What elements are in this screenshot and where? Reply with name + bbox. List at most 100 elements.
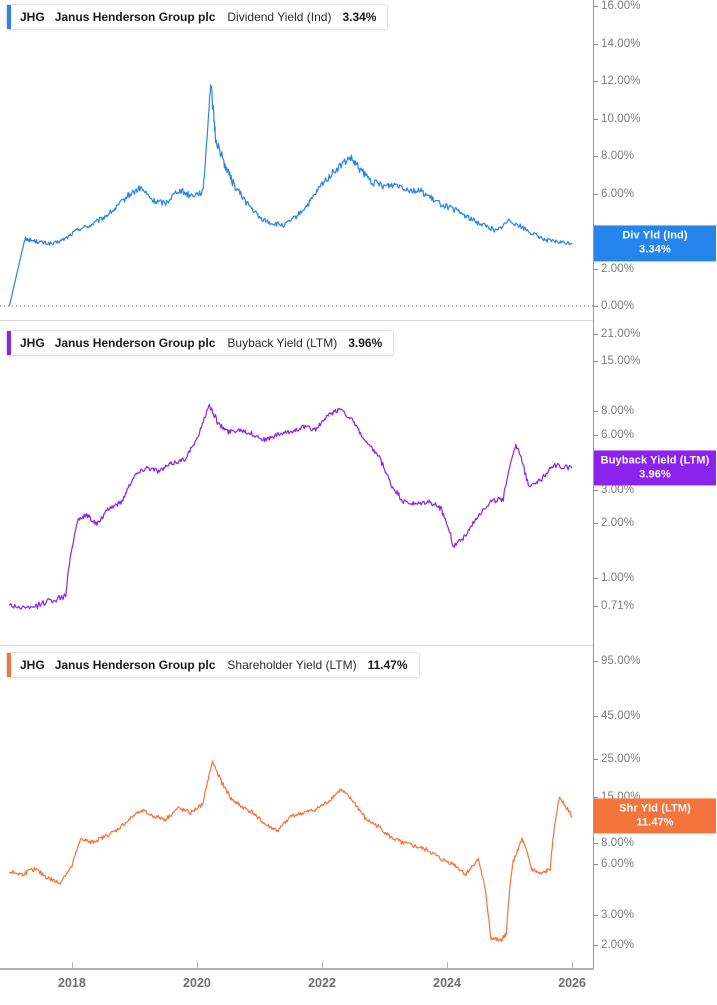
x-tick [572, 962, 574, 968]
y-tick [593, 944, 598, 946]
y-tick-label: 8.00% [601, 836, 635, 849]
x-axis: 2018 2020 2022 2024 2026 [0, 962, 594, 1005]
y-tick-label: 16.00% [601, 0, 641, 12]
y-tick [593, 268, 598, 270]
x-tick [322, 962, 323, 968]
x-tick-label: 2020 [183, 976, 211, 990]
metric-value: 11.47% [367, 658, 408, 672]
metric-value: 3.34% [342, 10, 377, 24]
current-value-badge-3[interactable]: Shr Yld (LTM) 11.47% [594, 798, 716, 834]
y-tick-label: 14.00% [601, 37, 641, 50]
y-tick-label: 2.00% [601, 262, 635, 275]
y-tick-label: 1.00% [601, 572, 635, 585]
y-axis-line [593, 320, 594, 645]
x-tick-label: 2026 [558, 976, 587, 990]
badge-label: Div Yld (Ind) [622, 229, 688, 242]
y-axis-line [593, 0, 594, 320]
y-tick-label: 8.00% [601, 150, 635, 162]
y-tick [593, 914, 598, 916]
y-tick [593, 796, 598, 798]
badge-label: Buyback Yield (LTM) [600, 454, 710, 467]
y-tick [593, 361, 598, 362]
y-axis-2: 0.71% 1.00% 2.00% 3.00% 6.00% 8.00% 15.00% 21.0… [593, 320, 717, 645]
current-value-badge-2[interactable]: Buyback Yield (LTM) 3.96% [594, 450, 716, 486]
panel-divider [0, 320, 594, 321]
y-tick [593, 863, 598, 865]
x-tick [196, 962, 198, 968]
y-tick [593, 578, 598, 580]
series-color-swatch [7, 331, 11, 355]
y-tick-label: 25.00% [601, 753, 641, 766]
y-tick-label: 45.00% [601, 709, 641, 722]
y-tick-label: 0.71% [601, 599, 635, 612]
y-tick [593, 759, 598, 761]
current-value-badge-1[interactable]: Div Yld (Ind) 3.34% [594, 225, 716, 261]
y-tick-label: 21.00% [601, 328, 641, 340]
series-line-3 [8, 760, 573, 942]
y-tick-label: 6.00% [601, 857, 635, 870]
y-tick [593, 306, 598, 307]
x-tick-label: 2022 [308, 976, 336, 990]
series-color-swatch [7, 5, 11, 29]
x-tick [447, 962, 449, 968]
series-line-2 [8, 403, 573, 610]
y-tick-label: 10.00% [601, 112, 641, 125]
y-tick [593, 661, 598, 662]
metric-name: Shareholder Yield (LTM) [227, 658, 357, 672]
y-tick-label: 2.00% [601, 516, 635, 529]
y-tick [593, 118, 598, 120]
x-tick [71, 962, 73, 968]
y-axis-1: 0.00%2.00%4.00%6.00%8.00%10.00%12.00%14.… [593, 0, 717, 320]
chart-panel-1: 0.00%2.00%4.00%6.00%8.00%10.00%12.00%14.… [0, 0, 717, 320]
y-tick-label: 12.00% [601, 75, 641, 87]
y-tick-label: 6.00% [601, 187, 635, 200]
y-tick [593, 842, 598, 844]
y-tick-label: 8.00% [601, 405, 635, 418]
series-header-2[interactable]: JHG Janus Henderson Group plc Buyback Yiel… [6, 330, 395, 356]
series-header-1[interactable]: JHG Janus Henderson Group plc Dividend Yie… [6, 4, 389, 30]
badge-value: 3.34% [639, 243, 671, 256]
company-name: Janus Henderson Group plc [54, 658, 216, 672]
x-tick-label: 2018 [57, 976, 86, 990]
y-tick [593, 43, 598, 45]
badge-label: Shr Yld (LTM) [619, 802, 691, 815]
y-tick-label: 2.00% [601, 938, 635, 951]
metric-name: Buyback Yield (LTM) [227, 336, 338, 350]
company-name: Janus Henderson Group plc [54, 336, 216, 350]
y-tick [593, 411, 598, 413]
ticker-symbol: JHG [20, 336, 45, 350]
y-tick [593, 522, 598, 524]
y-tick [593, 334, 598, 335]
y-tick [593, 605, 598, 607]
y-tick-label: 0.00% [601, 300, 635, 312]
metric-name: Dividend Yield (Ind) [227, 10, 332, 24]
chart-panel-3: 2.00% 3.00% 6.00% 8.00% 15.00% 25.00% 45.00% 95… [0, 645, 717, 968]
y-tick-label: 15.00% [601, 355, 641, 367]
panel-divider [0, 645, 594, 646]
plot-area-2 [0, 320, 594, 645]
series-color-swatch [7, 653, 11, 677]
series-line-1 [0, 84, 594, 307]
badge-value: 3.96% [639, 468, 671, 481]
y-tick [593, 81, 598, 82]
y-tick-label: 3.00% [601, 484, 635, 497]
y-tick [593, 156, 598, 157]
plot-area-1 [0, 0, 594, 320]
series-header-3[interactable]: JHG Janus Henderson Group plc Shareholder … [6, 652, 420, 678]
chart-panel-2: 0.71% 1.00% 2.00% 3.00% 6.00% 8.00% 15.00% 21.0… [0, 320, 717, 645]
x-axis-line [0, 968, 594, 970]
y-tick [593, 193, 598, 195]
y-axis-3: 2.00% 3.00% 6.00% 8.00% 15.00% 25.00% 45.00% 95… [593, 645, 717, 968]
y-tick-label: 95.00% [601, 655, 641, 667]
y-tick [593, 6, 598, 7]
company-name: Janus Henderson Group plc [54, 10, 216, 24]
plot-area-3 [0, 645, 594, 968]
ticker-symbol: JHG [20, 10, 45, 24]
y-tick [593, 434, 598, 436]
y-tick-label: 6.00% [601, 428, 635, 441]
ticker-symbol: JHG [20, 658, 45, 672]
metric-value: 3.96% [348, 336, 383, 350]
y-axis-line [593, 645, 594, 968]
y-tick-label: 3.00% [601, 908, 635, 921]
